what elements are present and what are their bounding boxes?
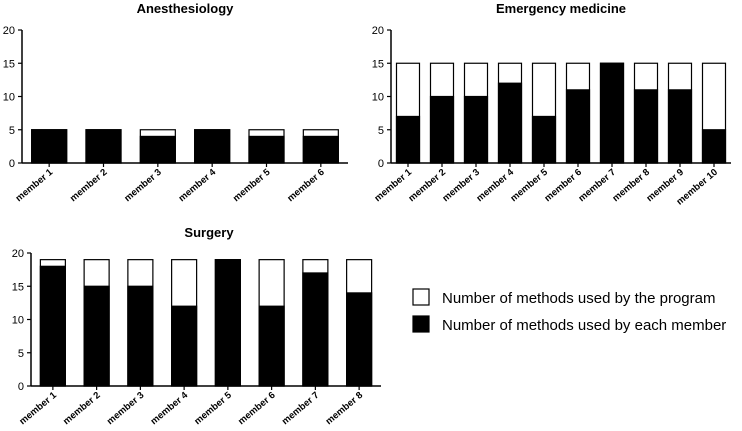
anesthesiology-x-tick-label: member 4	[177, 166, 219, 204]
anesthesiology-x-tick-label: member 2	[68, 167, 109, 204]
surgery-member-bar	[302, 272, 329, 387]
surgery-y-tick-label: 20	[12, 248, 24, 260]
surgery-x-tick-label: member 6	[236, 390, 277, 427]
legend-swatch-member	[412, 315, 430, 333]
surgery-member-bar	[258, 305, 285, 387]
surgery-member-bar	[83, 285, 110, 387]
surgery-x-tick-label: member 7	[280, 390, 321, 427]
anesthesiology-x-tick-label: member 6	[285, 167, 326, 204]
emergency-medicine-y-tick-label: 5	[378, 125, 384, 137]
anesthesiology-title: Anesthesiology	[137, 1, 235, 16]
emergency-medicine-member-bar	[531, 115, 557, 164]
legend: Number of methods used by the program Nu…	[412, 288, 726, 334]
legend-swatch-program	[412, 288, 430, 306]
surgery-title: Surgery	[184, 225, 234, 240]
anesthesiology-member-bar	[85, 129, 122, 164]
anesthesiology-member-bar	[194, 129, 231, 164]
surgery-y-tick-label: 15	[12, 281, 24, 293]
emergency-medicine-member-bar	[565, 89, 591, 164]
anesthesiology-y-tick-label: 15	[3, 58, 15, 70]
anesthesiology-x-tick-label: member 3	[122, 167, 163, 204]
anesthesiology-y-tick-label: 20	[3, 25, 15, 37]
surgery-x-tick-label: member 2	[61, 390, 102, 427]
anesthesiology-y-tick-label: 5	[9, 125, 15, 137]
surgery-x-tick-label: member 5	[192, 389, 234, 427]
surgery-y-tick-label: 10	[12, 315, 24, 327]
emergency-medicine-member-bar	[599, 62, 625, 164]
surgery-member-bar	[171, 305, 198, 387]
legend-label-program: Number of methods used by the program	[442, 290, 715, 307]
emergency-medicine-member-bar	[633, 89, 659, 164]
emergency-medicine-member-bar	[667, 89, 693, 164]
surgery-member-bar	[214, 259, 241, 387]
anesthesiology-y-tick-label: 10	[3, 92, 15, 104]
surgery-member-bar	[127, 285, 154, 387]
surgery-x-tick-label: member 1	[17, 389, 59, 427]
emergency-medicine-y-tick-label: 15	[372, 58, 384, 70]
legend-label-member: Number of methods used by each member	[442, 317, 726, 334]
anesthesiology-x-tick-label: member 1	[14, 166, 56, 204]
emergency-medicine-member-bar	[463, 95, 489, 164]
surgery-y-tick-label: 0	[18, 381, 24, 393]
surgery-x-tick-label: member 3	[105, 390, 146, 427]
emergency-medicine-member-bar	[497, 82, 523, 164]
emergency-medicine-y-tick-label: 20	[372, 25, 384, 37]
emergency-medicine-member-bar	[701, 129, 727, 164]
emergency-medicine-y-tick-label: 10	[372, 92, 384, 104]
anesthesiology-x-tick-label: member 5	[231, 166, 273, 204]
emergency-medicine-member-bar	[395, 115, 421, 164]
emergency-medicine-title: Emergency medicine	[496, 1, 626, 16]
anesthesiology-member-bar	[31, 129, 68, 164]
emergency-medicine-member-bar	[429, 95, 455, 164]
anesthesiology-member-bar	[248, 135, 285, 164]
anesthesiology-y-tick-label: 0	[9, 158, 15, 170]
surgery-member-bar	[346, 292, 373, 387]
surgery-x-tick-label: member 8	[324, 390, 365, 427]
anesthesiology-chart: Anesthesiology 0 5 10 15 20 member 1 member 2 me…	[3, 1, 348, 204]
anesthesiology-member-bar	[302, 135, 339, 164]
surgery-x-tick-label: member 4	[149, 389, 191, 427]
emergency-medicine-y-tick-label: 0	[378, 158, 384, 170]
surgery-y-tick-label: 5	[18, 348, 24, 360]
surgery-member-bar	[39, 265, 66, 387]
anesthesiology-member-bar	[139, 135, 176, 164]
